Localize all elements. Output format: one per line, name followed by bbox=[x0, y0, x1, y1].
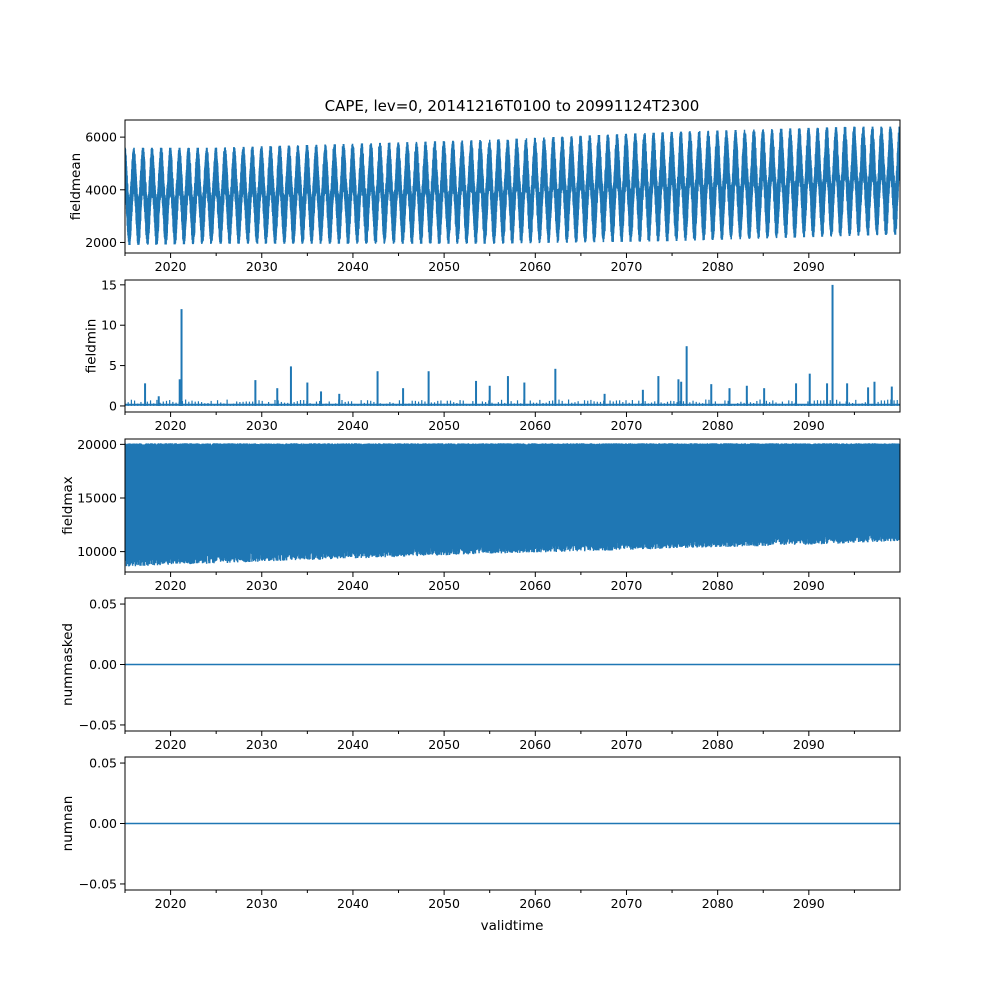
fieldmax-y-tick-label: 15000 bbox=[77, 490, 117, 505]
fieldmean-x-tick-label: 2020 bbox=[155, 259, 187, 274]
fieldmean-x-tick-label: 2050 bbox=[428, 259, 460, 274]
subplot-nummasked: 2020 2030 2040 2050 2060 2070 2080 2090 −0.05 0.0… bbox=[60, 597, 901, 752]
fieldmin-y-axis-label: fieldmin bbox=[83, 319, 99, 374]
fieldmax-x-tick-label: 2070 bbox=[611, 578, 643, 593]
fieldmax-x-tick-label: 2060 bbox=[519, 578, 551, 593]
fieldmin-y-tick-label: 10 bbox=[101, 318, 117, 333]
nummasked-x-tick-label: 2080 bbox=[702, 737, 734, 752]
fieldmean-y-tick-label: 4000 bbox=[85, 182, 117, 197]
fieldmin-x-tick-label: 2030 bbox=[246, 418, 278, 433]
fieldmin-series bbox=[125, 284, 900, 406]
numnan-y-axis-label: numnan bbox=[60, 796, 76, 852]
numnan-x-tick-label: 2040 bbox=[337, 896, 369, 911]
nummasked-y-axis-label: nummasked bbox=[60, 623, 76, 706]
subplot-fieldmin: 2020 2030 2040 2050 2060 2070 2080 2090 0 5 10 15 fi… bbox=[83, 277, 901, 433]
subplot-numnan: 2020 2030 2040 2050 2060 2070 2080 2090 −0.05 0.0… bbox=[60, 756, 901, 911]
numnan-y-tick-label: −0.05 bbox=[79, 876, 117, 891]
fieldmin-x-tick-label: 2090 bbox=[793, 418, 825, 433]
fieldmax-x-tick-label: 2030 bbox=[246, 578, 278, 593]
nummasked-x-tick-label: 2060 bbox=[519, 737, 551, 752]
fieldmin-x-tick-label: 2070 bbox=[611, 418, 643, 433]
numnan-y-tick-label: 0.05 bbox=[89, 756, 117, 771]
fieldmin-y-tick-label: 15 bbox=[101, 277, 117, 292]
fieldmax-x-tick-label: 2090 bbox=[793, 578, 825, 593]
fieldmin-x-tick-label: 2060 bbox=[519, 418, 551, 433]
fieldmin-x-tick-label: 2080 bbox=[702, 418, 734, 433]
fieldmean-y-tick-label: 2000 bbox=[85, 235, 117, 250]
fieldmean-x-tick-label: 2080 bbox=[702, 259, 734, 274]
fieldmean-x-tick-label: 2090 bbox=[793, 259, 825, 274]
subplot-fieldmean: 2020 2030 2040 2050 2060 2070 2080 2090 2000 4000… bbox=[68, 119, 901, 274]
nummasked-y-tick-label: −0.05 bbox=[79, 717, 117, 732]
nummasked-y-tick-label: 0.05 bbox=[89, 597, 117, 612]
fieldmax-y-tick-label: 20000 bbox=[77, 437, 117, 452]
numnan-x-tick-label: 2070 bbox=[611, 896, 643, 911]
fieldmean-x-tick-label: 2040 bbox=[337, 259, 369, 274]
fieldmax-x-tick-label: 2020 bbox=[155, 578, 187, 593]
nummasked-x-tick-label: 2090 bbox=[793, 737, 825, 752]
fieldmax-line bbox=[125, 443, 900, 567]
fieldmean-axes-frame bbox=[124, 119, 901, 254]
fieldmin-y-tick-label: 0 bbox=[109, 398, 117, 413]
fieldmax-series bbox=[125, 443, 900, 567]
fieldmean-series bbox=[125, 126, 900, 246]
numnan-y-tick-label: 0.00 bbox=[89, 816, 117, 831]
fieldmin-y-tick-label: 5 bbox=[109, 358, 117, 373]
nummasked-x-tick-label: 2040 bbox=[337, 737, 369, 752]
fieldmin-axes-frame bbox=[124, 279, 901, 413]
nummasked-y-tick-label: 0.00 bbox=[89, 657, 117, 672]
fieldmean-y-axis-label: fieldmean bbox=[68, 153, 84, 220]
nummasked-x-tick-label: 2030 bbox=[246, 737, 278, 752]
numnan-x-tick-label: 2060 bbox=[519, 896, 551, 911]
fieldmean-line bbox=[125, 126, 900, 246]
fieldmin-x-tick-label: 2040 bbox=[337, 418, 369, 433]
fieldmin-x-tick-label: 2020 bbox=[155, 418, 187, 433]
fieldmax-axes-frame bbox=[124, 438, 901, 573]
fieldmax-x-tick-label: 2050 bbox=[428, 578, 460, 593]
nummasked-x-tick-label: 2020 bbox=[155, 737, 187, 752]
chart-title: CAPE, lev=0, 20141216T0100 to 20991124T2… bbox=[325, 97, 700, 115]
numnan-x-tick-label: 2030 bbox=[246, 896, 278, 911]
fieldmax-x-tick-label: 2040 bbox=[337, 578, 369, 593]
x-axis-label: validtime bbox=[481, 918, 544, 934]
fieldmax-y-axis-label: fieldmax bbox=[60, 476, 76, 535]
fieldmin-x-tick-label: 2050 bbox=[428, 418, 460, 433]
numnan-x-tick-label: 2090 bbox=[793, 896, 825, 911]
fieldmean-y-tick-label: 6000 bbox=[85, 130, 117, 145]
fieldmean-x-tick-label: 2060 bbox=[519, 259, 551, 274]
numnan-x-tick-label: 2080 bbox=[702, 896, 734, 911]
numnan-x-tick-label: 2050 bbox=[428, 896, 460, 911]
fieldmean-x-tick-label: 2070 bbox=[611, 259, 643, 274]
subplot-fieldmax: 2020 2030 2040 2050 2060 2070 2080 2090 10000 150… bbox=[60, 437, 901, 593]
subplots: 2020 2030 2040 2050 2060 2070 2080 2090 2000 4000… bbox=[60, 119, 901, 911]
nummasked-x-tick-label: 2050 bbox=[428, 737, 460, 752]
nummasked-x-tick-label: 2070 bbox=[611, 737, 643, 752]
fieldmean-x-tick-label: 2030 bbox=[246, 259, 278, 274]
fieldmax-y-tick-label: 10000 bbox=[77, 544, 117, 559]
fieldmax-x-tick-label: 2080 bbox=[702, 578, 734, 593]
numnan-x-tick-label: 2020 bbox=[155, 896, 187, 911]
